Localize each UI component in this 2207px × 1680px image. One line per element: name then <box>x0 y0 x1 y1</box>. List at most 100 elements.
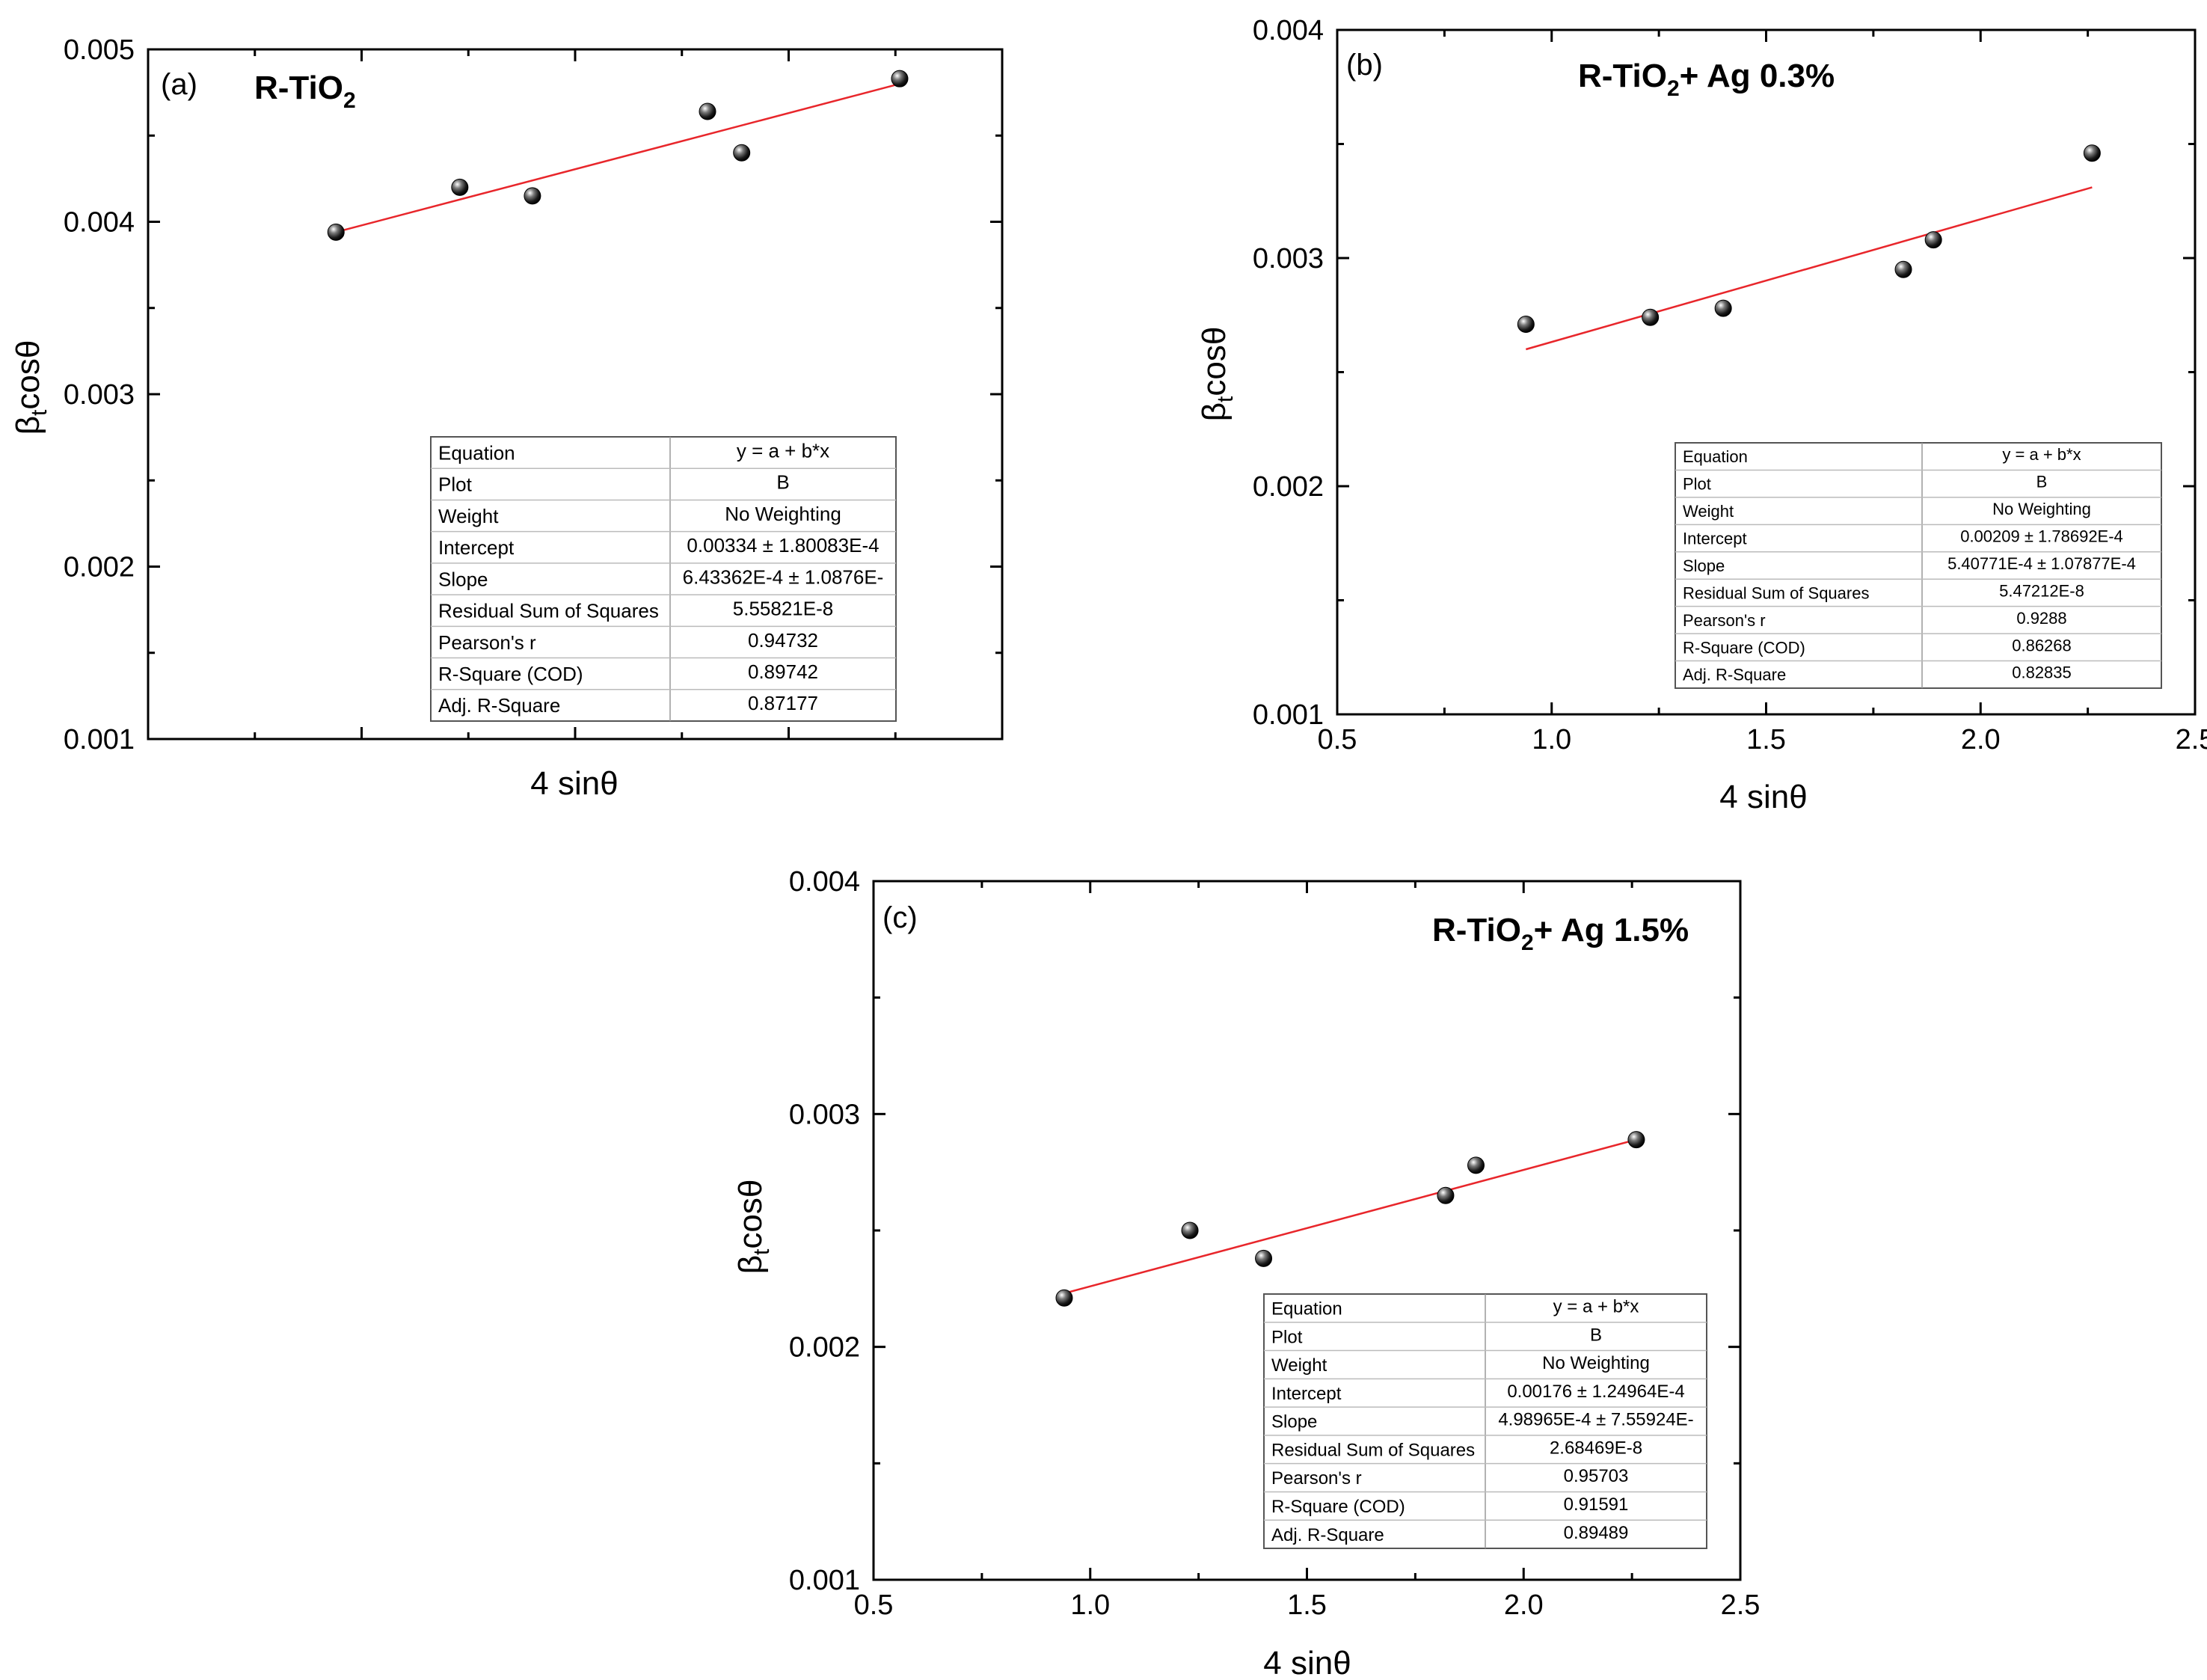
title-main: R-TiO <box>1432 912 1521 948</box>
y-tick-label: 0.002 <box>789 1332 860 1364</box>
y-tick-label: 0.004 <box>789 866 860 898</box>
stats-value: 5.40771E-4 ± 1.07877E-4 <box>1947 554 2136 573</box>
data-point <box>1055 1289 1073 1307</box>
data-point <box>1714 299 1732 317</box>
fit-line <box>1063 1138 1637 1295</box>
panel-label: (b) <box>1346 49 1383 82</box>
ylabel-subscript: t <box>1213 396 1238 402</box>
stats-value: 5.47212E-8 <box>1999 581 2084 600</box>
panel-title: R-TiO2+ Ag 0.3% <box>1578 58 1835 101</box>
stats-key: R-Square (COD) <box>438 663 583 685</box>
stats-key: Weight <box>1271 1355 1327 1376</box>
stats-key: Adj. R-Square <box>1683 666 1786 684</box>
stats-key: Pearson's r <box>1683 611 1766 630</box>
panel-b: (b) R-TiO2+ Ag 0.3% 4 sinθ βtcosθ 0.0010… <box>1196 15 2207 815</box>
stats-value: 0.89742 <box>748 660 818 683</box>
stats-key: Intercept <box>1683 529 1747 548</box>
stats-key: R-Square (COD) <box>1271 1497 1405 1517</box>
ylabel-tail: cosθ <box>10 340 46 410</box>
stats-value: y = a + b*x <box>1553 1297 1639 1317</box>
stats-value: y = a + b*x <box>737 439 829 462</box>
stats-key: Weight <box>438 505 499 527</box>
x-axis-title: 4 sinθ <box>1719 779 1807 815</box>
stats-value: 2.68469E-8 <box>1550 1438 1642 1458</box>
data-point <box>891 70 909 88</box>
stats-key: Plot <box>1271 1327 1303 1347</box>
stats-key: Equation <box>1271 1299 1342 1319</box>
x-tick-label: 1.0 <box>1532 724 1571 755</box>
x-tick-label: 0.5 <box>854 1589 894 1621</box>
x-tick-label: 2.5 <box>2176 724 2207 755</box>
stats-key: Equation <box>1683 447 1748 466</box>
stats-key: Equation <box>438 441 515 464</box>
data-point <box>1467 1156 1485 1174</box>
stats-value: 0.87177 <box>748 692 818 714</box>
x-tick-label: 0.5 <box>1318 724 1357 755</box>
panel-a: (a) R-TiO2 4 sinθ βtcosθ 0.001 0.002 0.003… <box>10 34 1004 802</box>
stats-value: 0.00209 ± 1.78692E-4 <box>1960 527 2123 545</box>
y-tick-label: 0.002 <box>64 552 135 583</box>
stats-value: 0.91591 <box>1564 1494 1629 1515</box>
stats-value: 4.98965E-4 ± 7.55924E- <box>1498 1410 1693 1430</box>
stats-value: 6.43362E-4 ± 1.0876E- <box>683 565 884 588</box>
stats-value: 0.89489 <box>1564 1523 1629 1543</box>
y-tick-label: 0.004 <box>64 207 135 239</box>
y-tick-label: 0.003 <box>64 379 135 411</box>
stats-value: 0.86268 <box>2012 636 2072 654</box>
stats-table-border <box>430 436 897 722</box>
data-point <box>1255 1249 1273 1267</box>
stats-key: Slope <box>1271 1412 1317 1432</box>
y-tick-label: 0.004 <box>1253 15 1324 46</box>
ylabel-main: β <box>732 1255 769 1274</box>
stats-value: No Weighting <box>1542 1353 1650 1373</box>
stats-key: Weight <box>1683 502 1734 521</box>
data-point <box>1894 260 1912 278</box>
stats-key: Adj. R-Square <box>1271 1525 1384 1545</box>
y-axis-title: βtcosθ <box>1196 327 1238 422</box>
stats-value: 0.00176 ± 1.24964E-4 <box>1507 1382 1684 1402</box>
y-axis-title: βtcosθ <box>10 340 52 435</box>
title-subscript: 2 <box>1521 931 1534 955</box>
stats-value: 0.94732 <box>748 629 818 652</box>
y-tick-label: 0.005 <box>64 34 135 66</box>
data-point <box>524 187 541 205</box>
x-tick-label: 1.5 <box>1746 724 1786 755</box>
stats-key: Slope <box>1683 557 1725 575</box>
panel-label: (a) <box>161 68 197 101</box>
panel-title: R-TiO2 <box>254 70 356 113</box>
ylabel-subscript: t <box>749 1248 774 1255</box>
stats-key: Residual Sum of Squares <box>1683 583 1869 602</box>
x-tick-label: 1.0 <box>1070 1589 1110 1621</box>
title-suffix: + Ag 0.3% <box>1680 58 1835 94</box>
stats-value: 0.82835 <box>2012 663 2072 682</box>
fit-line <box>1525 186 2093 351</box>
ylabel-subscript: t <box>27 409 52 416</box>
title-subscript: 2 <box>1667 76 1680 101</box>
data-point <box>1924 231 1942 249</box>
stats-key: Pearson's r <box>1271 1468 1362 1489</box>
stats-value: 5.55821E-8 <box>733 598 833 620</box>
stats-key: Intercept <box>438 536 515 559</box>
ylabel-tail: cosθ <box>1196 327 1233 396</box>
stats-value: 0.00334 ± 1.80083E-4 <box>687 534 879 557</box>
y-tick-label: 0.002 <box>1253 471 1324 503</box>
data-point <box>1517 315 1535 333</box>
stats-table-border <box>1675 442 2162 689</box>
fit-stats-table: Equation y = a + b*x Plot B Weight No Weighti… <box>1675 442 2162 689</box>
x-tick-label: 2.0 <box>1504 1589 1544 1621</box>
title-main: R-TiO <box>1578 58 1667 94</box>
stats-key: Plot <box>438 473 473 496</box>
data-point <box>1181 1221 1199 1239</box>
stats-key: R-Square (COD) <box>1683 638 1805 657</box>
stats-value: 0.9288 <box>2016 609 2066 628</box>
y-tick-label: 0.001 <box>1253 699 1324 731</box>
stats-key: Adj. R-Square <box>438 694 560 717</box>
fit-stats-table: Equation y = a + b*x Plot B Weight No Weighti… <box>430 436 897 722</box>
stats-key: Plot <box>1683 475 1711 494</box>
x-tick-label: 2.5 <box>1721 1589 1761 1621</box>
stats-key: Residual Sum of Squares <box>1271 1440 1475 1460</box>
stats-value: No Weighting <box>1992 500 2091 518</box>
stats-value: 0.95703 <box>1564 1466 1629 1486</box>
x-axis-title: 4 sinθ <box>530 765 618 802</box>
